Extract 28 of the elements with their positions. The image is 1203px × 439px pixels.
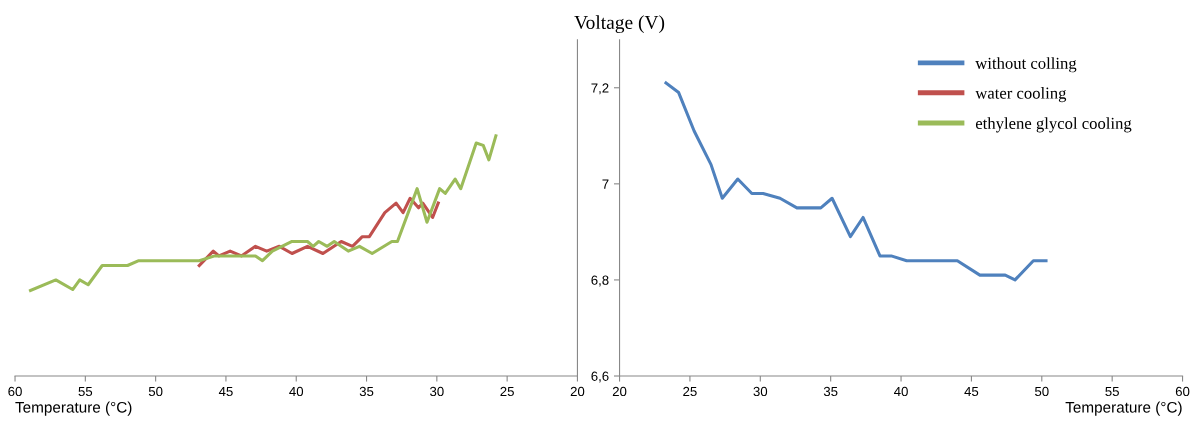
x-tick-label: 30 [753,386,768,397]
x-tick-label: 35 [359,386,374,397]
y-tick-label: 6,6 [591,371,609,383]
x-tick-label: 45 [218,386,233,397]
x-tick-label: 55 [1105,386,1119,397]
legend-label: without colling [975,57,1077,73]
x-tick-label: 40 [894,386,908,397]
x-tick-label: 25 [683,386,697,397]
x-tick-label: 55 [78,386,93,397]
x-tick-label: 50 [1034,386,1049,397]
y-tick-label: 7,2 [591,83,609,95]
x-axis-title: Temperature (°C) [1065,401,1182,416]
x-tick-label: 20 [612,386,627,397]
legend-label: water cooling [975,87,1067,103]
x-tick-label: 20 [570,386,585,397]
x-tick-label: 35 [823,386,838,397]
legend-label: ethylene glycol cooling [975,117,1132,133]
x-tick-label: 30 [430,386,444,397]
x-tick-label: 60 [8,386,22,397]
x-tick-label: 50 [148,386,163,397]
x-tick-label: 60 [1175,386,1190,397]
x-tick-label: 45 [964,386,979,397]
y-axis-title: Voltage (V) [574,15,665,33]
y-tick-label: 6,8 [591,275,609,287]
y-tick-label: 7 [602,179,609,189]
x-tick-label: 40 [289,386,304,397]
x-tick-label: 25 [500,386,514,397]
x-axis-title: Temperature (°C) [15,401,132,416]
